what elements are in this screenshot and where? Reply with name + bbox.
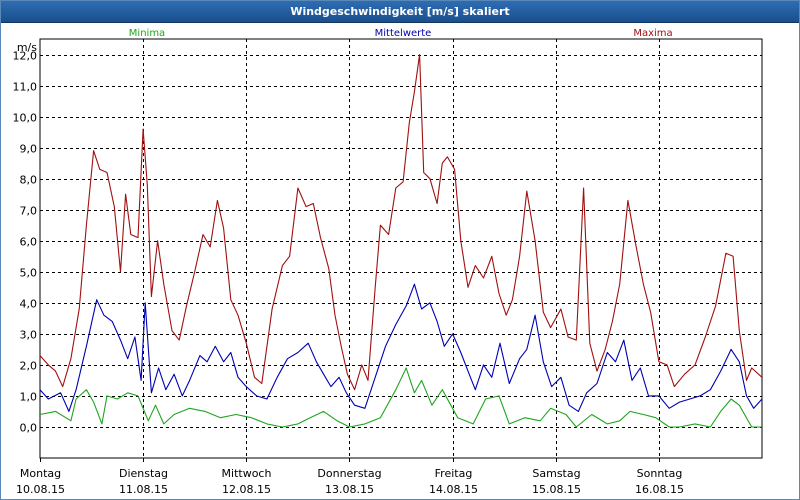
y-tick-label: 8,0	[20, 174, 38, 187]
x-tick-day: Donnerstag	[317, 467, 381, 480]
y-axis-label: m/s	[17, 41, 37, 54]
y-tick-label: 1,0	[20, 391, 38, 404]
x-tick-day: Mittwoch	[222, 467, 272, 480]
legend-label-minima: Minima	[129, 28, 165, 39]
x-tick-day: Samstag	[532, 467, 580, 480]
x-tick-date: 15.08.15	[532, 483, 581, 496]
plot-frame	[39, 38, 763, 459]
series-line-maxima	[39, 53, 763, 391]
y-tick-label: 9,0	[20, 143, 38, 156]
x-tick-day: Sonntag	[637, 467, 683, 480]
y-tick-label: 6,0	[20, 236, 38, 249]
y-tick-label: 2,0	[20, 360, 38, 373]
wind-speed-chart: 0,0 1,0 2,0 3,0 4,0 5,0 6,0 7,0 8,0 9,0 10,0 11,0 12…	[13, 28, 763, 496]
y-tick-label: 5,0	[20, 267, 38, 280]
series-line-minima	[39, 367, 762, 428]
series-line-mittelwerte	[39, 283, 763, 412]
x-tick-date: 13.08.15	[325, 483, 374, 496]
x-tick-day: Dienstag	[119, 467, 168, 480]
y-tick-label: 10,0	[13, 112, 38, 125]
window-title: Windgeschwindigkeit [m/s] skaliert	[1, 1, 799, 23]
legend-label-mittelwerte: Mittelwerte	[375, 28, 432, 39]
y-tick-label: 3,0	[20, 329, 38, 342]
x-tick-date: 16.08.15	[635, 483, 684, 496]
y-tick-label: 7,0	[20, 205, 38, 218]
x-tick-date: 11.08.15	[119, 483, 168, 496]
x-tick-date: 10.08.15	[16, 483, 65, 496]
x-tick-date: 14.08.15	[429, 483, 478, 496]
y-tick-label: 11,0	[13, 81, 38, 94]
x-tick-date: 12.08.15	[222, 483, 271, 496]
x-tick-day: Montag	[20, 467, 61, 480]
x-tick-day: Freitag	[435, 467, 473, 480]
y-tick-label: 12,0	[13, 50, 38, 63]
legend-label-maxima: Maxima	[633, 28, 672, 39]
y-tick-label: 0,0	[20, 422, 38, 435]
y-tick-label: 4,0	[20, 298, 38, 311]
